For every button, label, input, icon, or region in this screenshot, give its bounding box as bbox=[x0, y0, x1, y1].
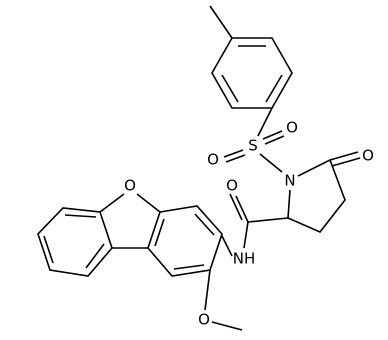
atom-label: O bbox=[286, 119, 298, 137]
atom-label: S bbox=[248, 137, 258, 155]
atom-label: O bbox=[207, 151, 219, 169]
atom-label: O bbox=[362, 147, 374, 165]
atom-label: O bbox=[226, 177, 238, 195]
atom-label: O bbox=[198, 311, 210, 329]
bonds bbox=[37, 5, 361, 331]
atom-label: O bbox=[124, 177, 136, 195]
atom-label: N bbox=[284, 172, 295, 190]
atom-label: NH bbox=[233, 250, 256, 268]
